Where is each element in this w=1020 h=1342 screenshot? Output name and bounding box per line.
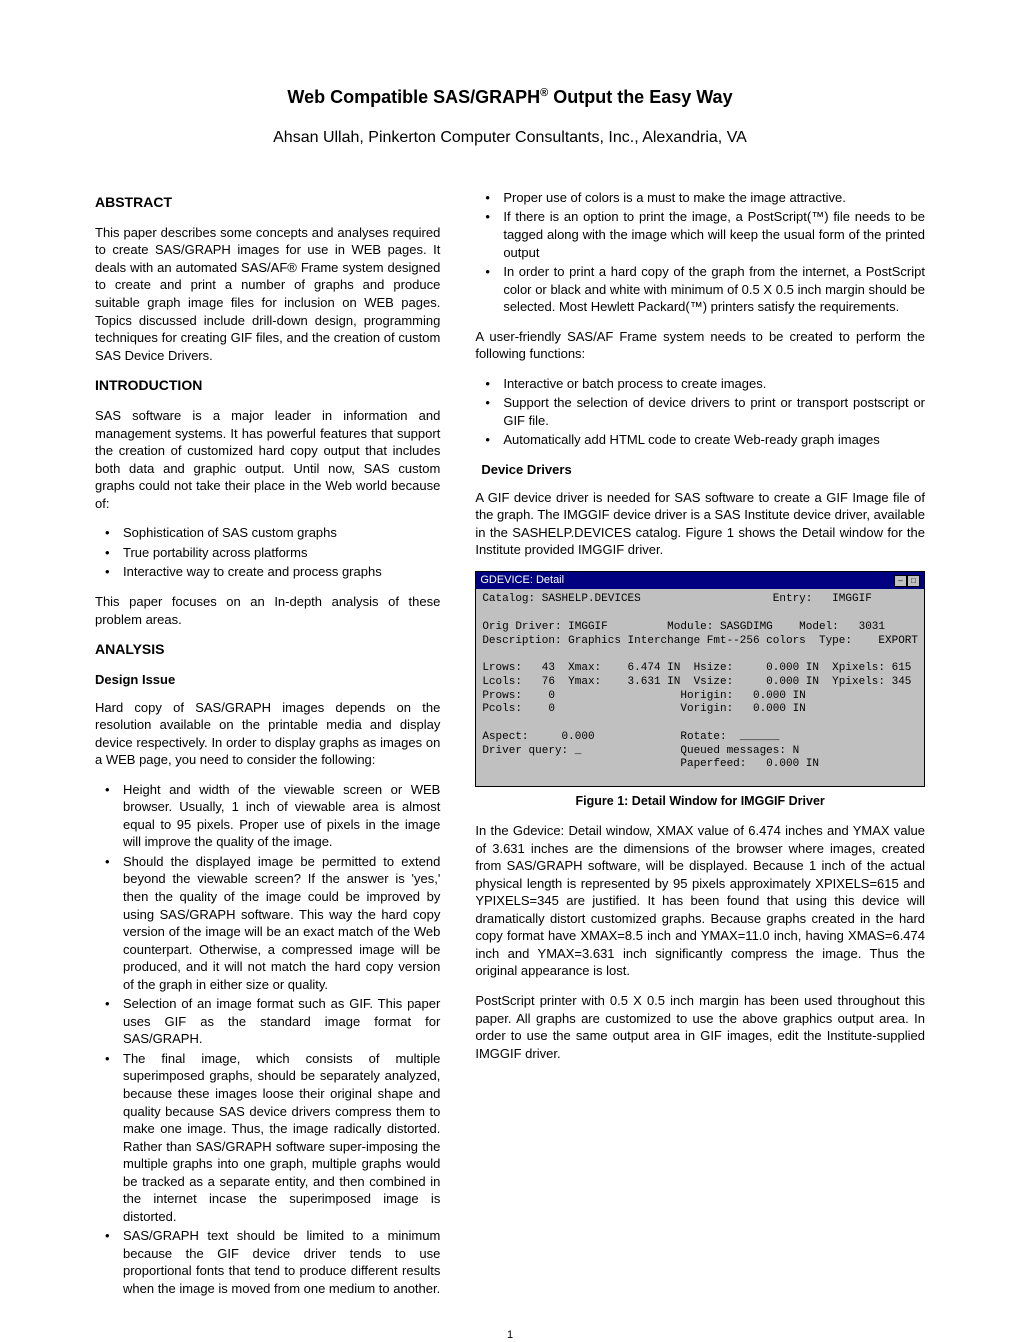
title-part-a: Web Compatible SAS/GRAPH (287, 87, 540, 107)
design-list: Height and width of the viewable screen … (95, 781, 440, 1298)
introduction-heading: INTRODUCTION (95, 376, 440, 395)
two-column-layout: ABSTRACT This paper describes some conce… (95, 189, 925, 1310)
design-p1: Hard copy of SAS/GRAPH images depends on… (95, 699, 440, 769)
fw-line: Aspect: 0.000 Rotate: ______ (482, 731, 779, 743)
figure-1-caption: Figure 1: Detail Window for IMGGIF Drive… (475, 793, 925, 810)
left-column: ABSTRACT This paper describes some conce… (95, 189, 440, 1310)
gdevice-analysis-p: In the Gdevice: Detail window, XMAX valu… (475, 822, 925, 980)
right-list-item: If there is an option to print the image… (475, 208, 925, 261)
fw-line: Lcols: 76 Ymax: 3.631 IN Vsize: 0.000 IN… (482, 676, 911, 688)
design-list-item: SAS/GRAPH text should be limited to a mi… (95, 1227, 440, 1297)
window-titlebar: GDEVICE: Detail – □ (476, 572, 924, 590)
functions-list: Interactive or batch process to create i… (475, 375, 925, 449)
fw-line: Lrows: 43 Xmax: 6.474 IN Hsize: 0.000 IN… (482, 662, 911, 674)
design-issue-heading: Design Issue (95, 671, 440, 689)
intro-list-item: True portability across platforms (95, 544, 440, 562)
maximize-icon[interactable]: □ (907, 575, 920, 587)
window-buttons: – □ (894, 575, 920, 587)
device-drivers-heading: Device Drivers (481, 461, 925, 479)
fw-line: Orig Driver: IMGGIF Module: SASGDIMG Mod… (482, 621, 885, 633)
fw-line: Description: Graphics Interchange Fmt--2… (482, 635, 918, 647)
minimize-icon[interactable]: – (894, 575, 907, 587)
gdevice-detail-window: GDEVICE: Detail – □ Catalog: SASHELP.DEV… (475, 571, 925, 788)
functions-list-item: Interactive or batch process to create i… (475, 375, 925, 393)
title-part-b: Output the Easy Way (548, 87, 732, 107)
design-list-item: Should the displayed image be permitted … (95, 853, 440, 993)
right-list-item: Proper use of colors is a must to make t… (475, 189, 925, 207)
analysis-heading: ANALYSIS (95, 640, 440, 659)
functions-list-item: Automatically add HTML code to create We… (475, 431, 925, 449)
design-list-item: Selection of an image format such as GIF… (95, 995, 440, 1048)
right-cont-list: Proper use of colors is a must to make t… (475, 189, 925, 316)
intro-list: Sophistication of SAS custom graphs True… (95, 524, 440, 581)
paper-title: Web Compatible SAS/GRAPH® Output the Eas… (95, 85, 925, 109)
intro-list-item: Sophistication of SAS custom graphs (95, 524, 440, 542)
window-body: Catalog: SASHELP.DEVICES Entry: IMGGIF O… (476, 589, 924, 786)
functions-list-item: Support the selection of device drivers … (475, 394, 925, 429)
window-title: GDEVICE: Detail (480, 574, 564, 588)
fw-line: Prows: 0 Horigin: 0.000 IN (482, 690, 805, 702)
intro-list-item: Interactive way to create and process gr… (95, 563, 440, 581)
postscript-p: PostScript printer with 0.5 X 0.5 inch m… (475, 992, 925, 1062)
fw-line: Pcols: 0 Vorigin: 0.000 IN (482, 703, 805, 715)
device-drivers-p1: A GIF device driver is needed for SAS so… (475, 489, 925, 559)
functions-intro: A user-friendly SAS/AF Frame system need… (475, 328, 925, 363)
abstract-heading: ABSTRACT (95, 193, 440, 212)
intro-p2: This paper focuses on an In-depth analys… (95, 593, 440, 628)
abstract-text: This paper describes some concepts and a… (95, 224, 440, 364)
page-number: 1 (95, 1328, 925, 1342)
author-line: Ahsan Ullah, Pinkerton Computer Consulta… (95, 127, 925, 149)
right-list-item: In order to print a hard copy of the gra… (475, 263, 925, 316)
fw-line: Catalog: SASHELP.DEVICES Entry: IMGGIF (482, 593, 871, 605)
right-column: Proper use of colors is a must to make t… (475, 189, 925, 1310)
design-list-item: Height and width of the viewable screen … (95, 781, 440, 851)
design-list-item: The final image, which consists of multi… (95, 1050, 440, 1225)
intro-p1: SAS software is a major leader in inform… (95, 407, 440, 512)
fw-line: Paperfeed: 0.000 IN (482, 758, 819, 770)
fw-line: Driver query: _ Queued messages: N (482, 745, 799, 757)
title-sup: ® (540, 87, 548, 99)
